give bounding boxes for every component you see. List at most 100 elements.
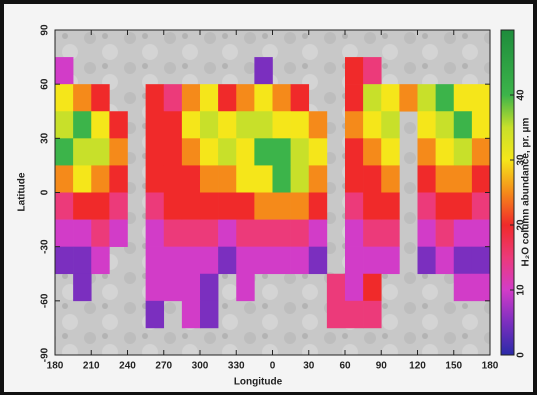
- cell: [109, 220, 127, 247]
- cell: [327, 274, 345, 301]
- cell: [109, 111, 127, 138]
- colorbar: [501, 30, 514, 355]
- cell: [381, 138, 399, 165]
- cell: [454, 274, 472, 301]
- cell: [345, 220, 363, 247]
- cell: [309, 220, 327, 247]
- cell: [291, 220, 309, 247]
- cell: [200, 165, 218, 192]
- y-tick-label: 90: [40, 24, 51, 36]
- cell: [55, 247, 73, 274]
- cell: [55, 57, 73, 84]
- cell: [436, 220, 454, 247]
- cell: [182, 111, 200, 138]
- cell: [309, 111, 327, 138]
- cell: [454, 138, 472, 165]
- cell: [472, 193, 490, 220]
- cell: [454, 193, 472, 220]
- x-tick-label: 0: [270, 361, 276, 372]
- cell: [218, 193, 236, 220]
- cell: [218, 84, 236, 111]
- y-tick-label: -30: [40, 239, 51, 254]
- cell: [345, 247, 363, 274]
- cell: [418, 247, 436, 274]
- cell: [363, 301, 381, 328]
- y-axis-label: Latitude: [17, 172, 28, 211]
- x-tick-label: 240: [119, 361, 136, 372]
- cell: [418, 165, 436, 192]
- cell: [73, 138, 91, 165]
- cell: [164, 165, 182, 192]
- cell: [218, 138, 236, 165]
- cell: [55, 220, 73, 247]
- cell: [363, 57, 381, 84]
- cell: [236, 138, 254, 165]
- cell: [200, 193, 218, 220]
- cell: [472, 84, 490, 111]
- cell: [91, 165, 109, 192]
- x-tick-label: 210: [83, 361, 100, 372]
- cell: [218, 220, 236, 247]
- cell: [273, 247, 291, 274]
- cell: [146, 274, 164, 301]
- cell: [109, 165, 127, 192]
- cell: [182, 138, 200, 165]
- cell: [345, 301, 363, 328]
- cell: [291, 165, 309, 192]
- cell: [164, 247, 182, 274]
- cell: [273, 84, 291, 111]
- cell: [381, 165, 399, 192]
- cell: [254, 247, 272, 274]
- cell: [164, 193, 182, 220]
- cell: [200, 111, 218, 138]
- cell: [73, 111, 91, 138]
- cell: [55, 165, 73, 192]
- cell: [218, 247, 236, 274]
- cell: [182, 274, 200, 301]
- cell: [436, 84, 454, 111]
- cell: [309, 165, 327, 192]
- cell: [418, 220, 436, 247]
- cell: [146, 165, 164, 192]
- cell: [55, 111, 73, 138]
- cell: [146, 220, 164, 247]
- cell: [309, 247, 327, 274]
- cell: [436, 193, 454, 220]
- cell: [91, 138, 109, 165]
- cell: [363, 220, 381, 247]
- cell: [472, 111, 490, 138]
- cell: [418, 111, 436, 138]
- cell: [454, 111, 472, 138]
- colorbar-tick-label: 30: [516, 154, 527, 166]
- cell: [418, 84, 436, 111]
- cell: [254, 193, 272, 220]
- cell: [436, 138, 454, 165]
- cell: [146, 138, 164, 165]
- cell: [254, 57, 272, 84]
- cell: [381, 247, 399, 274]
- y-tick-label: -60: [40, 293, 51, 308]
- cell: [236, 247, 254, 274]
- cell: [345, 111, 363, 138]
- cell: [200, 84, 218, 111]
- cell: [363, 111, 381, 138]
- cell: [55, 138, 73, 165]
- cell: [236, 220, 254, 247]
- cell: [73, 193, 91, 220]
- y-tick-label: 60: [40, 78, 51, 90]
- cell: [381, 84, 399, 111]
- cell: [182, 84, 200, 111]
- cell: [164, 138, 182, 165]
- cell: [236, 165, 254, 192]
- cell: [91, 111, 109, 138]
- cell: [91, 84, 109, 111]
- cell: [363, 138, 381, 165]
- cell: [345, 193, 363, 220]
- cell: [182, 193, 200, 220]
- cell: [164, 84, 182, 111]
- cell: [273, 165, 291, 192]
- colorbar-tick-label: 10: [516, 284, 527, 296]
- cell: [200, 138, 218, 165]
- cell: [291, 84, 309, 111]
- cell: [218, 165, 236, 192]
